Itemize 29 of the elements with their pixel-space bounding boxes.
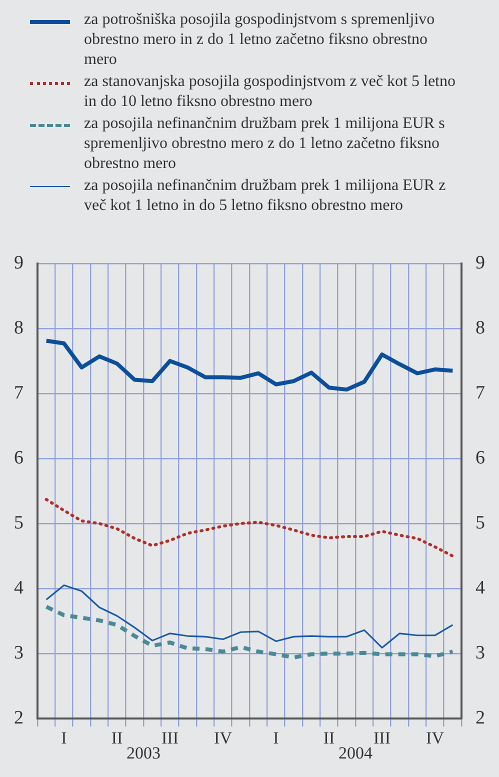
y2-tick-label: 6	[476, 447, 485, 468]
x-tick-label: II	[111, 728, 123, 748]
x-tick-label: III	[374, 728, 391, 748]
line-series	[44, 604, 455, 660]
x-tick-label: IV	[214, 728, 233, 748]
y2-tick-label: 2	[476, 708, 485, 729]
x-tick-label: III	[162, 728, 179, 748]
x-tick-label: II	[323, 728, 335, 748]
y-tick-label: 3	[14, 642, 24, 664]
y-tick-label: 9	[14, 252, 24, 274]
y-tick-label: 4	[14, 578, 24, 599]
text: 2004	[338, 744, 373, 763]
y2-tick-label: 4	[476, 578, 486, 599]
x-tick-label: I	[61, 728, 68, 748]
y2-tick-label: 7	[476, 382, 485, 404]
x-tick-label: I	[273, 728, 280, 748]
y2-tick-label: 9	[476, 252, 485, 274]
y-tick-label: 8	[14, 317, 24, 338]
y-tick-label: 6	[14, 447, 24, 468]
y-tick-label: 7	[14, 382, 24, 404]
text: 2003	[126, 744, 160, 763]
y2-tick-label: 8	[476, 317, 485, 338]
x-tick-label: IV	[426, 728, 445, 748]
y2-tick-label: 5	[476, 512, 485, 534]
y2-tick-label: 3	[476, 642, 485, 664]
y-tick-label: 2	[14, 708, 24, 729]
legend-label: za posojila nefinančnim družbam prek 1 milijona EUR z več kot 1 letno in do 5 letno fiksno obrestno mero	[84, 176, 447, 216]
y-tick-label: 5	[14, 512, 24, 534]
line-series	[44, 498, 454, 558]
